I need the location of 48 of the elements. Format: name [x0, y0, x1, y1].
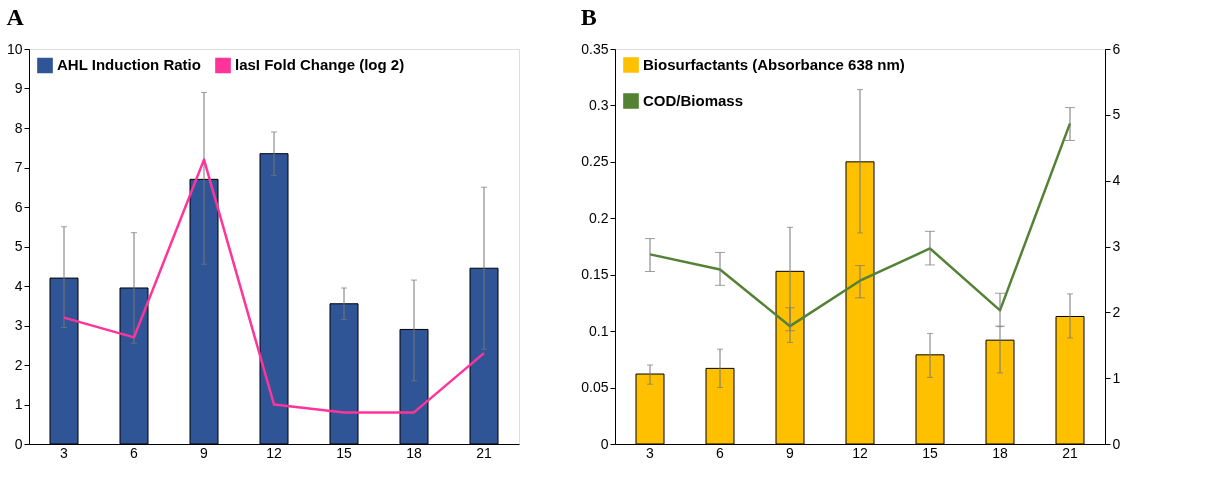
x-tick-label: 6 — [716, 444, 725, 461]
y-tick-label: 5 — [14, 238, 23, 254]
y-tick-label: 7 — [14, 159, 23, 175]
y2-tick-label: 2 — [1112, 303, 1121, 320]
x-tick-label: 6 — [130, 444, 139, 461]
x-tick-label: 3 — [646, 444, 655, 461]
y2-tick-label: 0 — [1112, 435, 1121, 452]
x-tick-label: 12 — [852, 444, 868, 461]
chart-title: A — [6, 4, 25, 30]
y2-tick-label: 5 — [1112, 106, 1121, 123]
line-series — [62, 158, 486, 414]
y2-tick-label: 4 — [1112, 172, 1121, 189]
x-tick-label: 9 — [786, 444, 795, 461]
y-tick-label: 0 — [600, 435, 609, 452]
x-tick-label: 12 — [266, 444, 282, 461]
y-tick-label: 3 — [14, 317, 23, 333]
x-tick-label: 3 — [60, 444, 69, 461]
y-tick-label: 8 — [14, 119, 23, 136]
y2-tick-label: 1 — [1112, 369, 1121, 386]
legend-label: lasI Fold Change (log 2) — [235, 56, 405, 74]
y-tick-label: 2 — [14, 356, 23, 373]
legend-label: Biosurfactants (Absorbance 638 nm) — [643, 56, 905, 73]
y-tick-label: 0.3 — [589, 96, 609, 113]
x-tick-label: 18 — [992, 444, 1008, 461]
x-tick-label: 9 — [200, 444, 209, 461]
y-tick-label: 0.15 — [581, 266, 609, 283]
x-tick-label: 18 — [406, 444, 422, 461]
y-tick-label: 0.35 — [581, 40, 609, 57]
y-tick-label: 0.25 — [581, 153, 609, 170]
legend-label: COD/Biomass — [643, 92, 744, 109]
y-tick-label: 0 — [14, 435, 23, 452]
y-tick-label: 9 — [14, 80, 23, 96]
y-tick-label: 4 — [14, 277, 23, 294]
legend-label: AHL Induction Ratio — [57, 56, 201, 74]
y2-tick-label: 6 — [1112, 40, 1121, 57]
y-tick-label: 1 — [14, 396, 23, 412]
x-tick-label: 21 — [476, 444, 492, 461]
y-tick-label: 0.1 — [589, 322, 609, 339]
y2-tick-label: 3 — [1112, 238, 1121, 254]
x-tick-label: 15 — [922, 444, 938, 461]
x-tick-label: 15 — [336, 444, 352, 461]
y-tick-label: 10 — [6, 40, 23, 57]
y-tick-label: 6 — [14, 198, 23, 215]
y-tick-label: 0.2 — [589, 209, 609, 226]
line-series — [648, 122, 1072, 328]
y-tick-label: 0.05 — [581, 379, 609, 396]
chart-title: B — [580, 4, 597, 30]
x-tick-label: 21 — [1062, 444, 1078, 461]
